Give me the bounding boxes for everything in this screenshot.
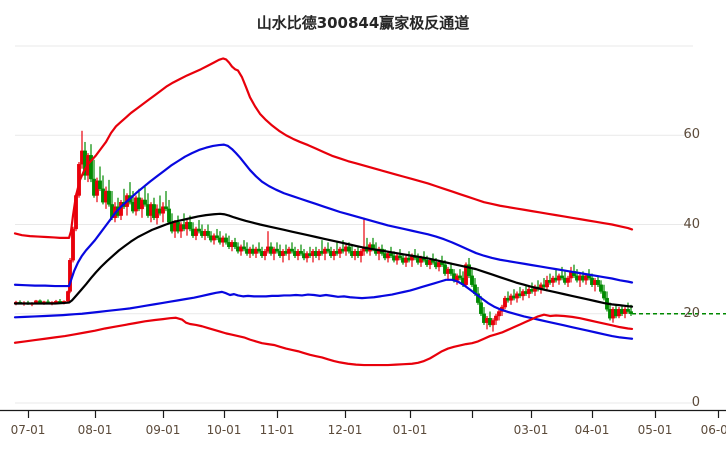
series-middle-black-line <box>13 212 634 308</box>
candle-body <box>224 237 228 243</box>
candle-body <box>206 230 210 236</box>
candle-body <box>299 251 303 254</box>
x-tick-label: 10-01 <box>206 423 242 437</box>
candle-body <box>479 302 483 314</box>
page-title: 山水比德300844赢家极反通道 <box>256 14 470 32</box>
y-tick-label: 0 <box>691 395 700 410</box>
candle-body <box>596 280 600 285</box>
candle-body <box>398 255 402 259</box>
candle-body <box>566 277 570 283</box>
candle-body <box>491 320 495 326</box>
candle-body <box>233 242 237 248</box>
candle-body <box>389 253 393 256</box>
candle-body <box>494 315 498 321</box>
candle-body <box>263 251 267 256</box>
candle-body <box>326 248 330 252</box>
series-upper-blue-band <box>13 143 634 288</box>
y-tick-label: 60 <box>683 127 700 143</box>
candle-body <box>98 180 102 190</box>
candle-body <box>275 248 279 252</box>
x-tick-label: 09-01 <box>145 423 181 437</box>
candle-body <box>347 246 351 252</box>
candle-body <box>602 291 606 299</box>
candle-body <box>215 235 219 239</box>
x-tick-label: 05-01 <box>637 423 673 437</box>
band-lines <box>13 57 634 367</box>
candle-body <box>257 248 261 252</box>
y-tick-label: 40 <box>683 216 700 232</box>
x-tick-label: 03-01 <box>513 423 549 437</box>
candle-body <box>188 222 192 230</box>
candle-body <box>290 248 294 252</box>
x-tick-label: 08-01 <box>77 423 113 437</box>
candle-body <box>503 297 507 308</box>
candle-body <box>587 275 591 279</box>
y-tick-label: 20 <box>683 305 700 321</box>
candle-body <box>71 228 75 261</box>
candle-body <box>449 268 453 274</box>
gridlines <box>15 45 693 404</box>
candle-body <box>458 275 462 279</box>
x-tick-label: 04-01 <box>574 423 610 437</box>
candle-body <box>560 275 564 279</box>
x-tick-label: 11-01 <box>259 423 295 437</box>
candle-body <box>242 246 246 250</box>
candle-body <box>359 251 363 256</box>
candle-body <box>626 309 630 312</box>
candle-body <box>194 228 198 236</box>
series-lower-blue-band <box>13 278 634 340</box>
candle-body <box>629 311 633 314</box>
x-tick-label: 12-01 <box>327 423 363 437</box>
candle-body <box>89 155 93 180</box>
candle-body <box>167 208 171 223</box>
candle-body <box>545 280 549 288</box>
candle-body <box>467 264 471 277</box>
candle-body <box>143 199 147 205</box>
candlestick-series <box>14 130 633 332</box>
candle-body <box>599 284 603 292</box>
candle-body <box>497 311 501 317</box>
series-lower-red-band <box>13 313 634 367</box>
x-axis <box>0 409 726 418</box>
candle-body <box>161 206 165 214</box>
candle-body <box>197 228 201 232</box>
x-tick-label: 06-01 <box>700 423 726 437</box>
x-tick-label: 01-01 <box>392 423 428 437</box>
candle-body <box>164 206 168 210</box>
candle-body <box>470 275 474 285</box>
candle-body <box>66 291 70 302</box>
candle-body <box>107 190 111 205</box>
x-tick-label: 07-01 <box>10 423 46 437</box>
series-upper-red-band <box>13 57 634 239</box>
